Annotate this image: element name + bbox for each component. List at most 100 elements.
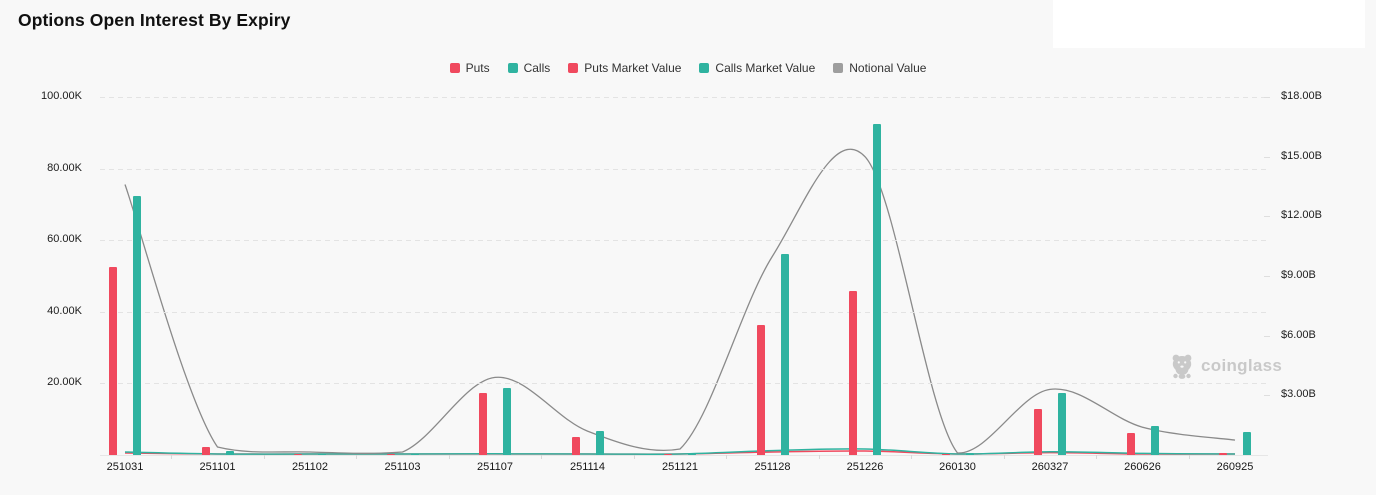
gridline [100,97,1268,98]
legend-item-puts-market-value[interactable]: Puts Market Value [568,61,681,75]
gridline [100,383,1268,385]
puts-bar[interactable] [201,447,210,455]
calls-bar[interactable] [318,454,326,455]
puts-bar[interactable] [1126,433,1135,455]
gridline [100,311,1268,313]
y-axis-label-right: $3.00B [1281,388,1316,401]
y-axis-label-right: $15.00B [1281,149,1322,162]
chart-legend: Puts Calls Puts Market Value Calls Market V… [0,61,1376,75]
left-axis: 100.00K 80.00K 60.00K 40.00K 20.00K [4,90,82,455]
x-axis-tick [911,455,913,459]
y-axis-label-left: 80.00K [47,161,82,174]
legend-label: Notional Value [849,61,927,75]
plot-area[interactable] [100,97,1270,459]
x-axis-label: 260130 [939,461,976,473]
right-axis-tick [1264,156,1270,158]
x-axis-labels: 251031 251101 251102 251103 251107 251114 2511… [100,461,1268,481]
x-axis-label: 251107 [477,461,513,473]
y-axis-label-right: $18.00B [1281,90,1322,102]
legend-item-puts[interactable]: Puts [449,61,490,75]
legend-item-notional-value[interactable]: Notional Value [833,61,926,75]
calls-bar[interactable] [1058,393,1066,455]
x-axis-tick [448,455,450,459]
calls-bar[interactable] [965,453,974,455]
page-title: Options Open Interest By Expiry [18,10,291,30]
x-axis-tick [263,455,265,459]
calls-bar[interactable] [595,431,604,455]
notional-value-line[interactable] [124,148,1236,454]
x-axis-tick [1188,455,1190,459]
puts-bar[interactable] [756,325,765,455]
legend-label: Puts [465,61,490,75]
legend-label: Puts Market Value [584,61,682,75]
x-axis-tick [356,455,358,459]
calls-bar[interactable] [225,451,234,455]
legend-swatch-calls-market-value [699,63,710,73]
gridline [100,240,1268,242]
puts-bar[interactable] [664,454,672,455]
watermark-label: coinglass [1201,356,1283,375]
puts-bar[interactable] [109,267,117,455]
x-axis-tick [541,455,543,459]
y-axis-label-left: 100.00K [41,90,82,102]
watermark: coinglass [1170,353,1282,379]
puts-bar[interactable] [1034,409,1042,455]
x-axis-tick [818,455,820,459]
calls-bar[interactable] [688,454,696,455]
calls-bar[interactable] [873,124,881,455]
x-axis-label: 251102 [292,461,328,473]
x-axis-tick [1003,455,1005,459]
line-layer [124,148,1236,455]
y-axis-label-left: 40.00K [47,304,82,317]
x-axis-label: 260925 [1216,461,1254,473]
x-axis-label: 251103 [384,461,421,473]
right-axis-tick [1264,276,1270,277]
legend-label: Calls Market Value [715,61,816,75]
calls-bar[interactable] [780,254,789,455]
y-axis-label-right: $12.00B [1281,209,1322,222]
x-axis-label: 260626 [1124,461,1161,473]
puts-bar[interactable] [1219,453,1227,455]
coinglass-bear-icon [1172,354,1192,379]
puts-bar[interactable] [479,393,487,455]
y-axis-label-left: 60.00K [47,233,82,246]
right-axis-tick [1264,216,1270,218]
legend-swatch-calls [507,63,518,73]
legend-swatch-puts [449,63,460,73]
x-axis-tick [1096,455,1098,459]
x-axis-tick [633,455,635,459]
x-axis-label: 251031 [106,461,144,473]
calls-bar[interactable] [1150,426,1159,455]
x-axis-tick [726,455,728,459]
x-axis-label: 260327 [1031,461,1069,473]
puts-bar[interactable] [294,454,302,455]
x-axis-label: 251121 [662,461,698,473]
puts-bar[interactable] [571,437,580,455]
gridline [100,168,1268,170]
x-axis-label: 251101 [199,461,236,473]
legend-item-calls-market-value[interactable]: Calls Market Value [699,61,815,75]
puts-bar[interactable] [849,291,857,455]
x-axis-label: 251114 [569,461,606,473]
y-axis-label-right: $6.00B [1281,328,1316,341]
puts-bar[interactable] [941,454,950,455]
legend-swatch-notional-value [833,63,844,73]
calls-bar[interactable] [133,196,141,455]
right-axis: $18.00B $15.00B $12.00B $9.00B $6.00B $3.00B [1281,90,1371,455]
x-axis-tick [171,455,173,459]
right-axis-tick [1264,335,1270,337]
x-axis-label: 251226 [846,461,884,473]
right-axis-tick [1264,97,1270,98]
calls-market-value-line[interactable] [124,448,1236,455]
legend-item-calls[interactable]: Calls [507,61,550,75]
blank-toolbar-panel [1053,0,1365,48]
legend-swatch-puts-market-value [568,63,579,73]
right-axis-tick [1264,395,1270,397]
x-axis-label: 251128 [754,461,791,473]
calls-bar[interactable] [1243,432,1251,455]
calls-bar[interactable] [410,454,419,455]
calls-bar[interactable] [503,388,511,455]
y-axis-label-left: 20.00K [47,376,82,389]
puts-bar[interactable] [386,454,395,455]
x-axis-line [100,455,1268,456]
